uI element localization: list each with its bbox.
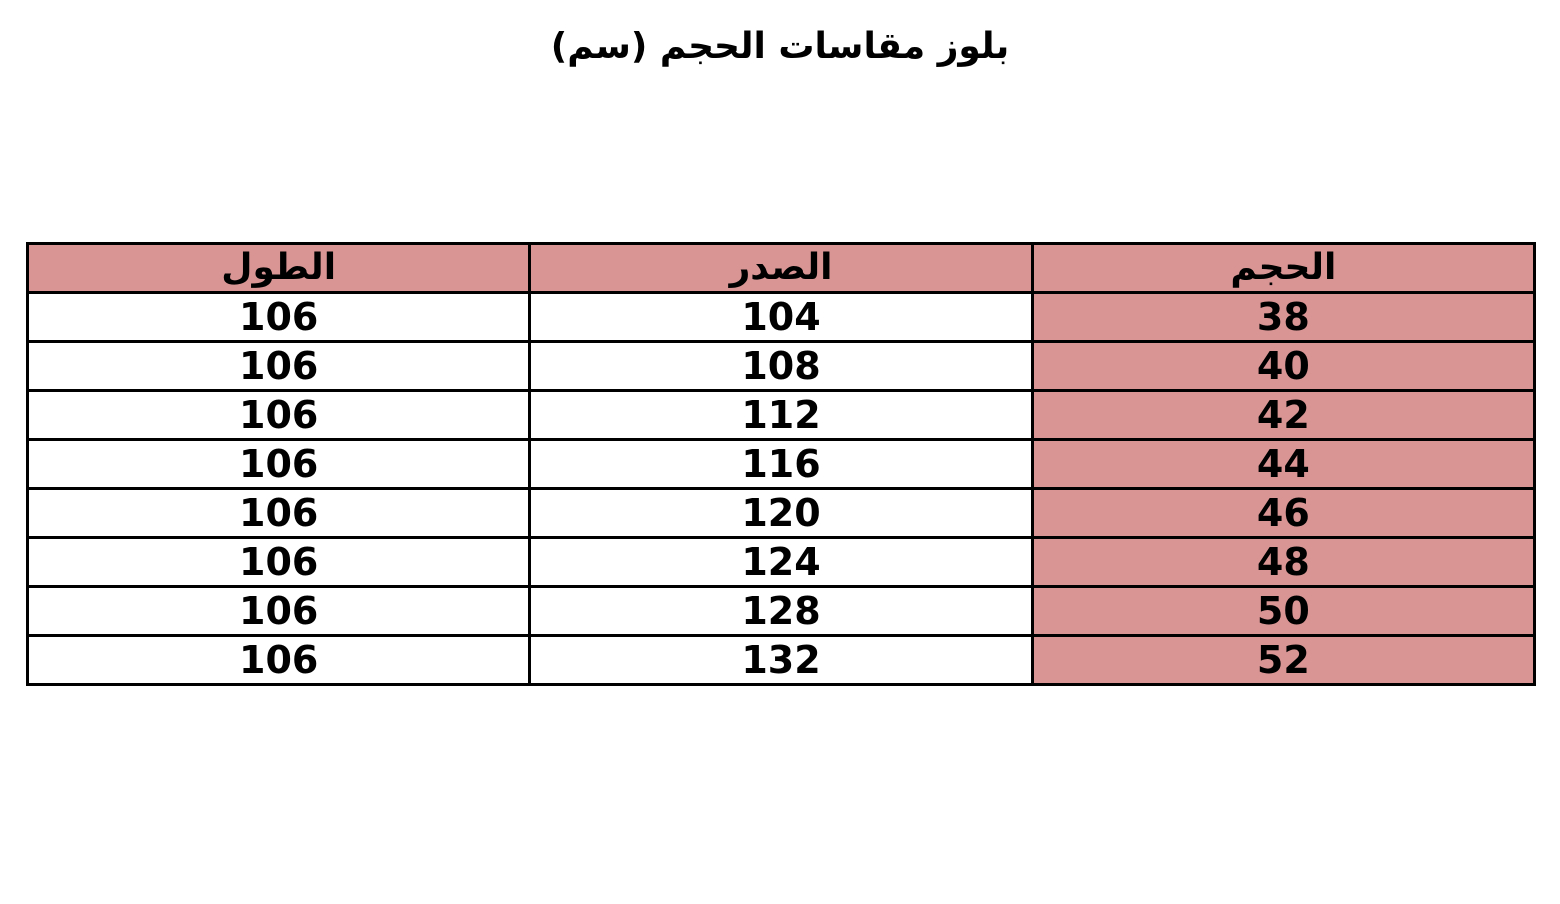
cell-length: 106 [25,438,532,490]
cell-size: 50 [1030,585,1537,637]
header-chest: الصدر [528,242,1034,294]
table-row: 42 112 106 [25,389,1537,441]
cell-chest: 108 [528,340,1034,392]
cell-length: 106 [25,389,532,441]
cell-size: 44 [1030,438,1537,490]
cell-length: 106 [25,536,532,588]
cell-length: 106 [25,340,532,392]
cell-chest: 112 [528,389,1034,441]
page-title: بلوز مقاسات الحجم (سم) [550,26,1010,67]
cell-length: 106 [25,634,532,686]
table-row: 46 120 106 [25,487,1537,539]
cell-size: 38 [1030,291,1537,343]
cell-length: 106 [25,487,532,539]
cell-size: 52 [1030,634,1537,686]
header-size: الحجم [1030,242,1537,294]
cell-size: 42 [1030,389,1537,441]
table-header-row: الحجم الصدر الطول [25,242,1537,294]
table-row: 38 104 106 [25,291,1537,343]
table-row: 48 124 106 [25,536,1537,588]
header-length: الطول [25,242,532,294]
cell-size: 48 [1030,536,1537,588]
table-row: 40 108 106 [25,340,1537,392]
cell-chest: 132 [528,634,1034,686]
size-chart-table: الحجم الصدر الطول 38 104 106 40 108 106 42 112 1… [25,242,1537,686]
cell-chest: 116 [528,438,1034,490]
cell-size: 46 [1030,487,1537,539]
cell-chest: 120 [528,487,1034,539]
cell-length: 106 [25,585,532,637]
cell-length: 106 [25,291,532,343]
table-row: 44 116 106 [25,438,1537,490]
cell-size: 40 [1030,340,1537,392]
cell-chest: 124 [528,536,1034,588]
cell-chest: 128 [528,585,1034,637]
cell-chest: 104 [528,291,1034,343]
table-row: 52 132 106 [25,634,1537,686]
table-row: 50 128 106 [25,585,1537,637]
